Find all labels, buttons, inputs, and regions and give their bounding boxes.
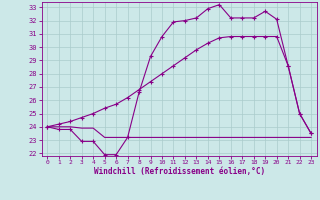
X-axis label: Windchill (Refroidissement éolien,°C): Windchill (Refroidissement éolien,°C) [94,167,265,176]
